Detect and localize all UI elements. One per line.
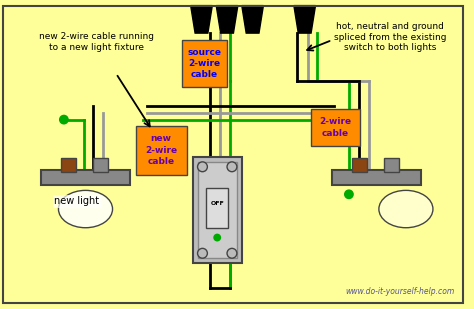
Polygon shape [294, 6, 316, 33]
Bar [198, 162, 237, 258]
Circle shape [227, 248, 237, 258]
Text: hot, neutral and ground
spliced from the existing
switch to both lights: hot, neutral and ground spliced from the… [334, 22, 447, 52]
Ellipse shape [58, 190, 112, 228]
FancyBboxPatch shape [136, 125, 187, 175]
Circle shape [198, 248, 208, 258]
Bar [352, 158, 366, 172]
Ellipse shape [379, 190, 433, 228]
Text: new
2-wire
cable: new 2-wire cable [145, 134, 177, 166]
Bar [93, 158, 108, 172]
Bar [192, 157, 242, 263]
Text: new light: new light [54, 196, 99, 206]
Polygon shape [242, 6, 264, 33]
Circle shape [59, 115, 69, 125]
Circle shape [227, 162, 237, 172]
Circle shape [198, 162, 208, 172]
FancyBboxPatch shape [182, 40, 227, 87]
Bar [61, 158, 76, 172]
Bar [332, 170, 420, 185]
Polygon shape [216, 6, 238, 33]
Circle shape [344, 189, 354, 199]
Polygon shape [191, 6, 212, 33]
Bar [41, 170, 130, 185]
Text: 2-wire
cable: 2-wire cable [319, 117, 351, 138]
FancyBboxPatch shape [310, 109, 360, 146]
Text: source
2-wire
cable: source 2-wire cable [187, 48, 221, 79]
Text: OFF: OFF [210, 201, 224, 206]
Text: new 2-wire cable running
to a new light fixture: new 2-wire cable running to a new light … [39, 32, 154, 52]
Text: www.do-it-yourself-help.com: www.do-it-yourself-help.com [346, 286, 455, 295]
Bar [206, 188, 228, 228]
Circle shape [213, 234, 221, 241]
Bar [384, 158, 399, 172]
